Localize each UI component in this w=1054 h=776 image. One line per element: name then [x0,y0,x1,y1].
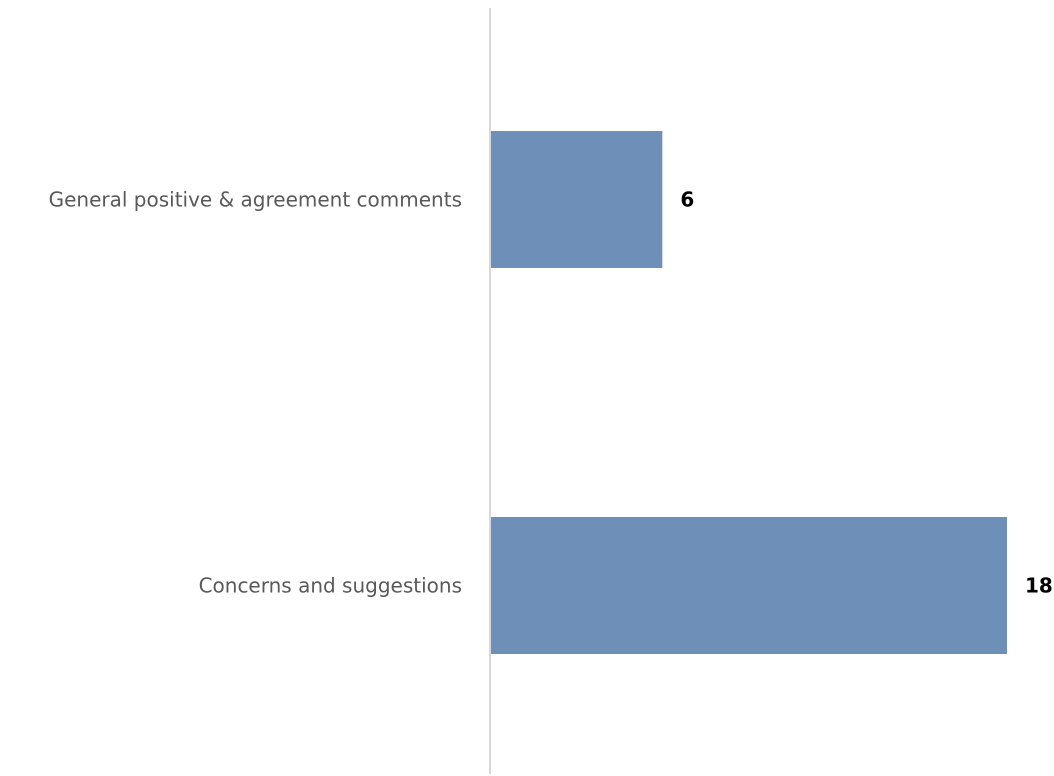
value-label: 18 [1025,574,1053,598]
bar-2 [491,517,1007,654]
bar-1 [491,131,662,268]
category-label: General positive & agreement comments [49,188,462,212]
bars-layer [491,131,1007,654]
category-label: Concerns and suggestions [199,574,462,598]
value-label: 6 [680,188,694,212]
